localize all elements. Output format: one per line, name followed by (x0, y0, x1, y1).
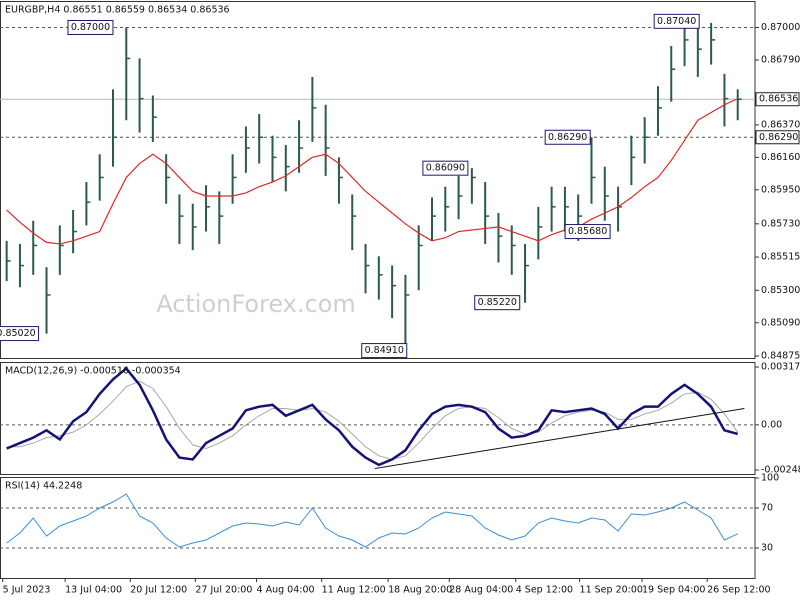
x-tick-label: 4 Sep 12:00 (516, 585, 573, 596)
level-label-box (755, 130, 800, 145)
indicator-line (6, 380, 739, 460)
x-tick-label: 28 Aug 04:00 (449, 585, 513, 596)
panel: 100 70 30 RSI(14) 44.2248 5 Jul 2023 13 Jul 0… (0, 473, 779, 596)
y-tick-label: 0.86370 (761, 119, 800, 130)
price-marker-label: 0.84910 (365, 345, 404, 356)
panel: 0.003177 0.00 -0.002482 MACD(12,26,9) -0.00… (0, 362, 800, 476)
x-tick-label: 19 Sep 04:00 (642, 585, 705, 596)
y-tick-label: 0.00 (761, 419, 782, 430)
y-tick-label: 0.85300 (761, 285, 800, 296)
x-tick-label: 27 Jul 20:00 (195, 585, 252, 596)
panel-title: RSI(14) 44.2248 (5, 481, 82, 492)
y-tick-label: -0.002482 (761, 465, 800, 476)
x-tick-label: 18 Aug 20:00 (388, 585, 452, 596)
indicator-line (6, 366, 739, 467)
y-tick-label: 0.84875 (761, 350, 800, 361)
watermark: ActionForex.com (156, 290, 356, 318)
y-tick-label: 30 (761, 543, 773, 554)
price-marker-label: 0.87000 (71, 22, 110, 33)
x-tick-label: 20 Jul 12:00 (130, 585, 187, 596)
y-tick-label: 0.86790 (761, 54, 800, 65)
price-marker-label: 0.85020 (0, 328, 36, 339)
price-marker-label: 0.86290 (548, 132, 587, 143)
x-tick-label: 5 Jul 2023 (3, 585, 51, 596)
price-marker-box (474, 295, 521, 311)
y-tick-label: 70 (761, 503, 773, 514)
level-label: 0.86536 (759, 94, 798, 105)
level-label-box (755, 92, 800, 107)
price-marker-box (422, 160, 469, 176)
price-marker-box (67, 20, 114, 36)
panel-title: EURGBP,H4 0.86551 0.86559 0.86534 0.8653… (5, 5, 230, 16)
price-marker-box (0, 326, 40, 342)
price-marker-label: 0.85680 (568, 226, 607, 237)
price-marker-box (653, 13, 700, 29)
y-tick-label: 0.87000 (761, 22, 800, 33)
y-tick-label: 0.85090 (761, 317, 800, 328)
x-tick-label: 4 Aug 04:00 (257, 585, 315, 596)
price-marker-box (361, 343, 408, 359)
y-tick-label: 0.85730 (761, 218, 800, 229)
indicator-line (6, 493, 738, 548)
y-tick-label: 100 (761, 473, 779, 484)
trend-line (374, 407, 745, 470)
rsi-panel-frame (0, 477, 756, 579)
y-tick-label: 0.003177 (761, 362, 800, 373)
y-tick-label: 0.85515 (761, 252, 800, 263)
price-marker-label: 0.85220 (478, 297, 517, 308)
panel: 0.87000 0.86790 0.86370 0.86160 0.85950 0.857… (0, 5, 800, 361)
level-label: 0.86290 (759, 132, 798, 143)
price-marker-label: 0.87040 (657, 16, 696, 27)
moving-average (6, 98, 738, 245)
price-panel-frame (0, 1, 756, 359)
price-marker-box (544, 129, 591, 145)
price-marker-box (564, 224, 611, 240)
x-tick-label: 13 Jul 04:00 (65, 585, 122, 596)
panel-title: MACD(12,26,9) -0.000516 -0.000354 (5, 366, 181, 377)
x-tick-label: 11 Aug 12:00 (322, 585, 386, 596)
y-tick-label: 0.85950 (761, 184, 800, 195)
y-tick-label: 0.86160 (761, 152, 800, 163)
price-marker-label: 0.86090 (426, 163, 465, 174)
x-tick-label: 26 Sep 12:00 (707, 585, 770, 596)
x-tick-label: 11 Sep 20:00 (580, 585, 643, 596)
macd-panel-frame (0, 362, 756, 475)
